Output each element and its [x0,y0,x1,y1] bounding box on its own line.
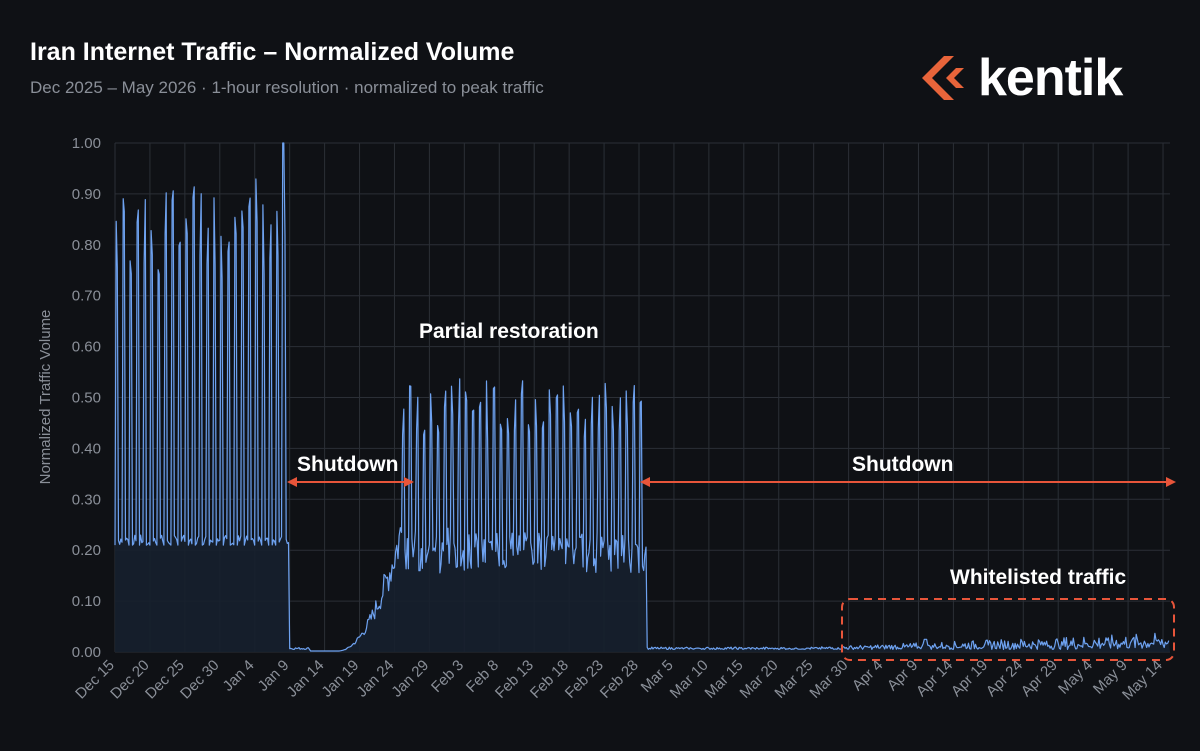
x-tick-label: Mar 15 [702,657,747,702]
y-tick-label: 0.70 [72,288,101,305]
x-tick-label: Jan 19 [318,657,362,701]
whitelisted-traffic-label: Whitelisted traffic [950,566,1127,589]
x-tick-label: Jan 14 [284,657,328,701]
shutdown-label-2: Shutdown [852,453,954,476]
kentik-logo: kentik [918,49,1123,107]
whitelisted-traffic-box [841,598,1175,661]
x-tick-label: Apr 19 [948,657,991,700]
x-tick-label: Feb 3 [428,657,467,696]
x-tick-label: Jan 29 [388,657,432,701]
shutdown-label-1: Shutdown [297,453,399,476]
y-tick-label: 0.80 [72,237,101,254]
y-tick-label: 0.00 [72,644,101,661]
chart-subtitle: Dec 2025 – May 2026 · 1-hour resolution … [30,78,544,97]
x-tick-label: May 14 [1119,657,1166,704]
traffic-area [115,143,1170,652]
x-tick-label: Mar 10 [667,657,712,702]
x-tick-label: Mar 25 [771,657,816,702]
chart-title: Iran Internet Traffic – Normalized Volum… [30,38,515,66]
y-tick-label: 0.50 [72,390,101,407]
y-tick-label: 0.10 [72,593,101,610]
y-tick-label: 1.00 [72,135,101,152]
x-tick-label: Apr 4 [849,657,886,694]
x-tick-label: Feb 28 [597,657,642,702]
x-tick-label: Feb 13 [492,657,537,702]
y-axis: 0.00 0.10 0.20 0.30 0.40 0.50 0.60 0.70 0.80 0.90… [72,135,101,661]
x-tick-label: Mar 30 [806,657,851,702]
kentik-chevron-icon [922,56,964,100]
x-tick-label: Jan 4 [220,657,258,695]
shutdown-arrow-1 [287,477,414,487]
y-tick-label: 0.40 [72,440,101,457]
traffic-line [114,142,1170,652]
x-tick-label: Apr 14 [913,657,956,700]
x-tick-label: Feb 18 [527,657,572,702]
x-tick-label: Mar 20 [737,657,782,702]
y-tick-label: 0.30 [72,491,101,508]
logo-text: kentik [978,49,1123,107]
x-tick-label: Apr 29 [1018,657,1061,700]
shutdown-arrow-2 [640,477,1176,487]
partial-restoration-label: Partial restoration [419,320,599,343]
y-tick-label: 0.20 [72,542,101,559]
x-tick-label: Dec 30 [177,657,223,703]
y-tick-label: 0.90 [72,186,101,203]
y-tick-label: 0.60 [72,339,101,356]
y-axis-label: Normalized Traffic Volume [37,310,54,485]
x-tick-label: May 4 [1055,657,1096,698]
x-tick-label: Jan 24 [353,657,397,701]
x-tick-label: Feb 23 [562,657,607,702]
x-tick-label: Apr 24 [983,657,1026,700]
